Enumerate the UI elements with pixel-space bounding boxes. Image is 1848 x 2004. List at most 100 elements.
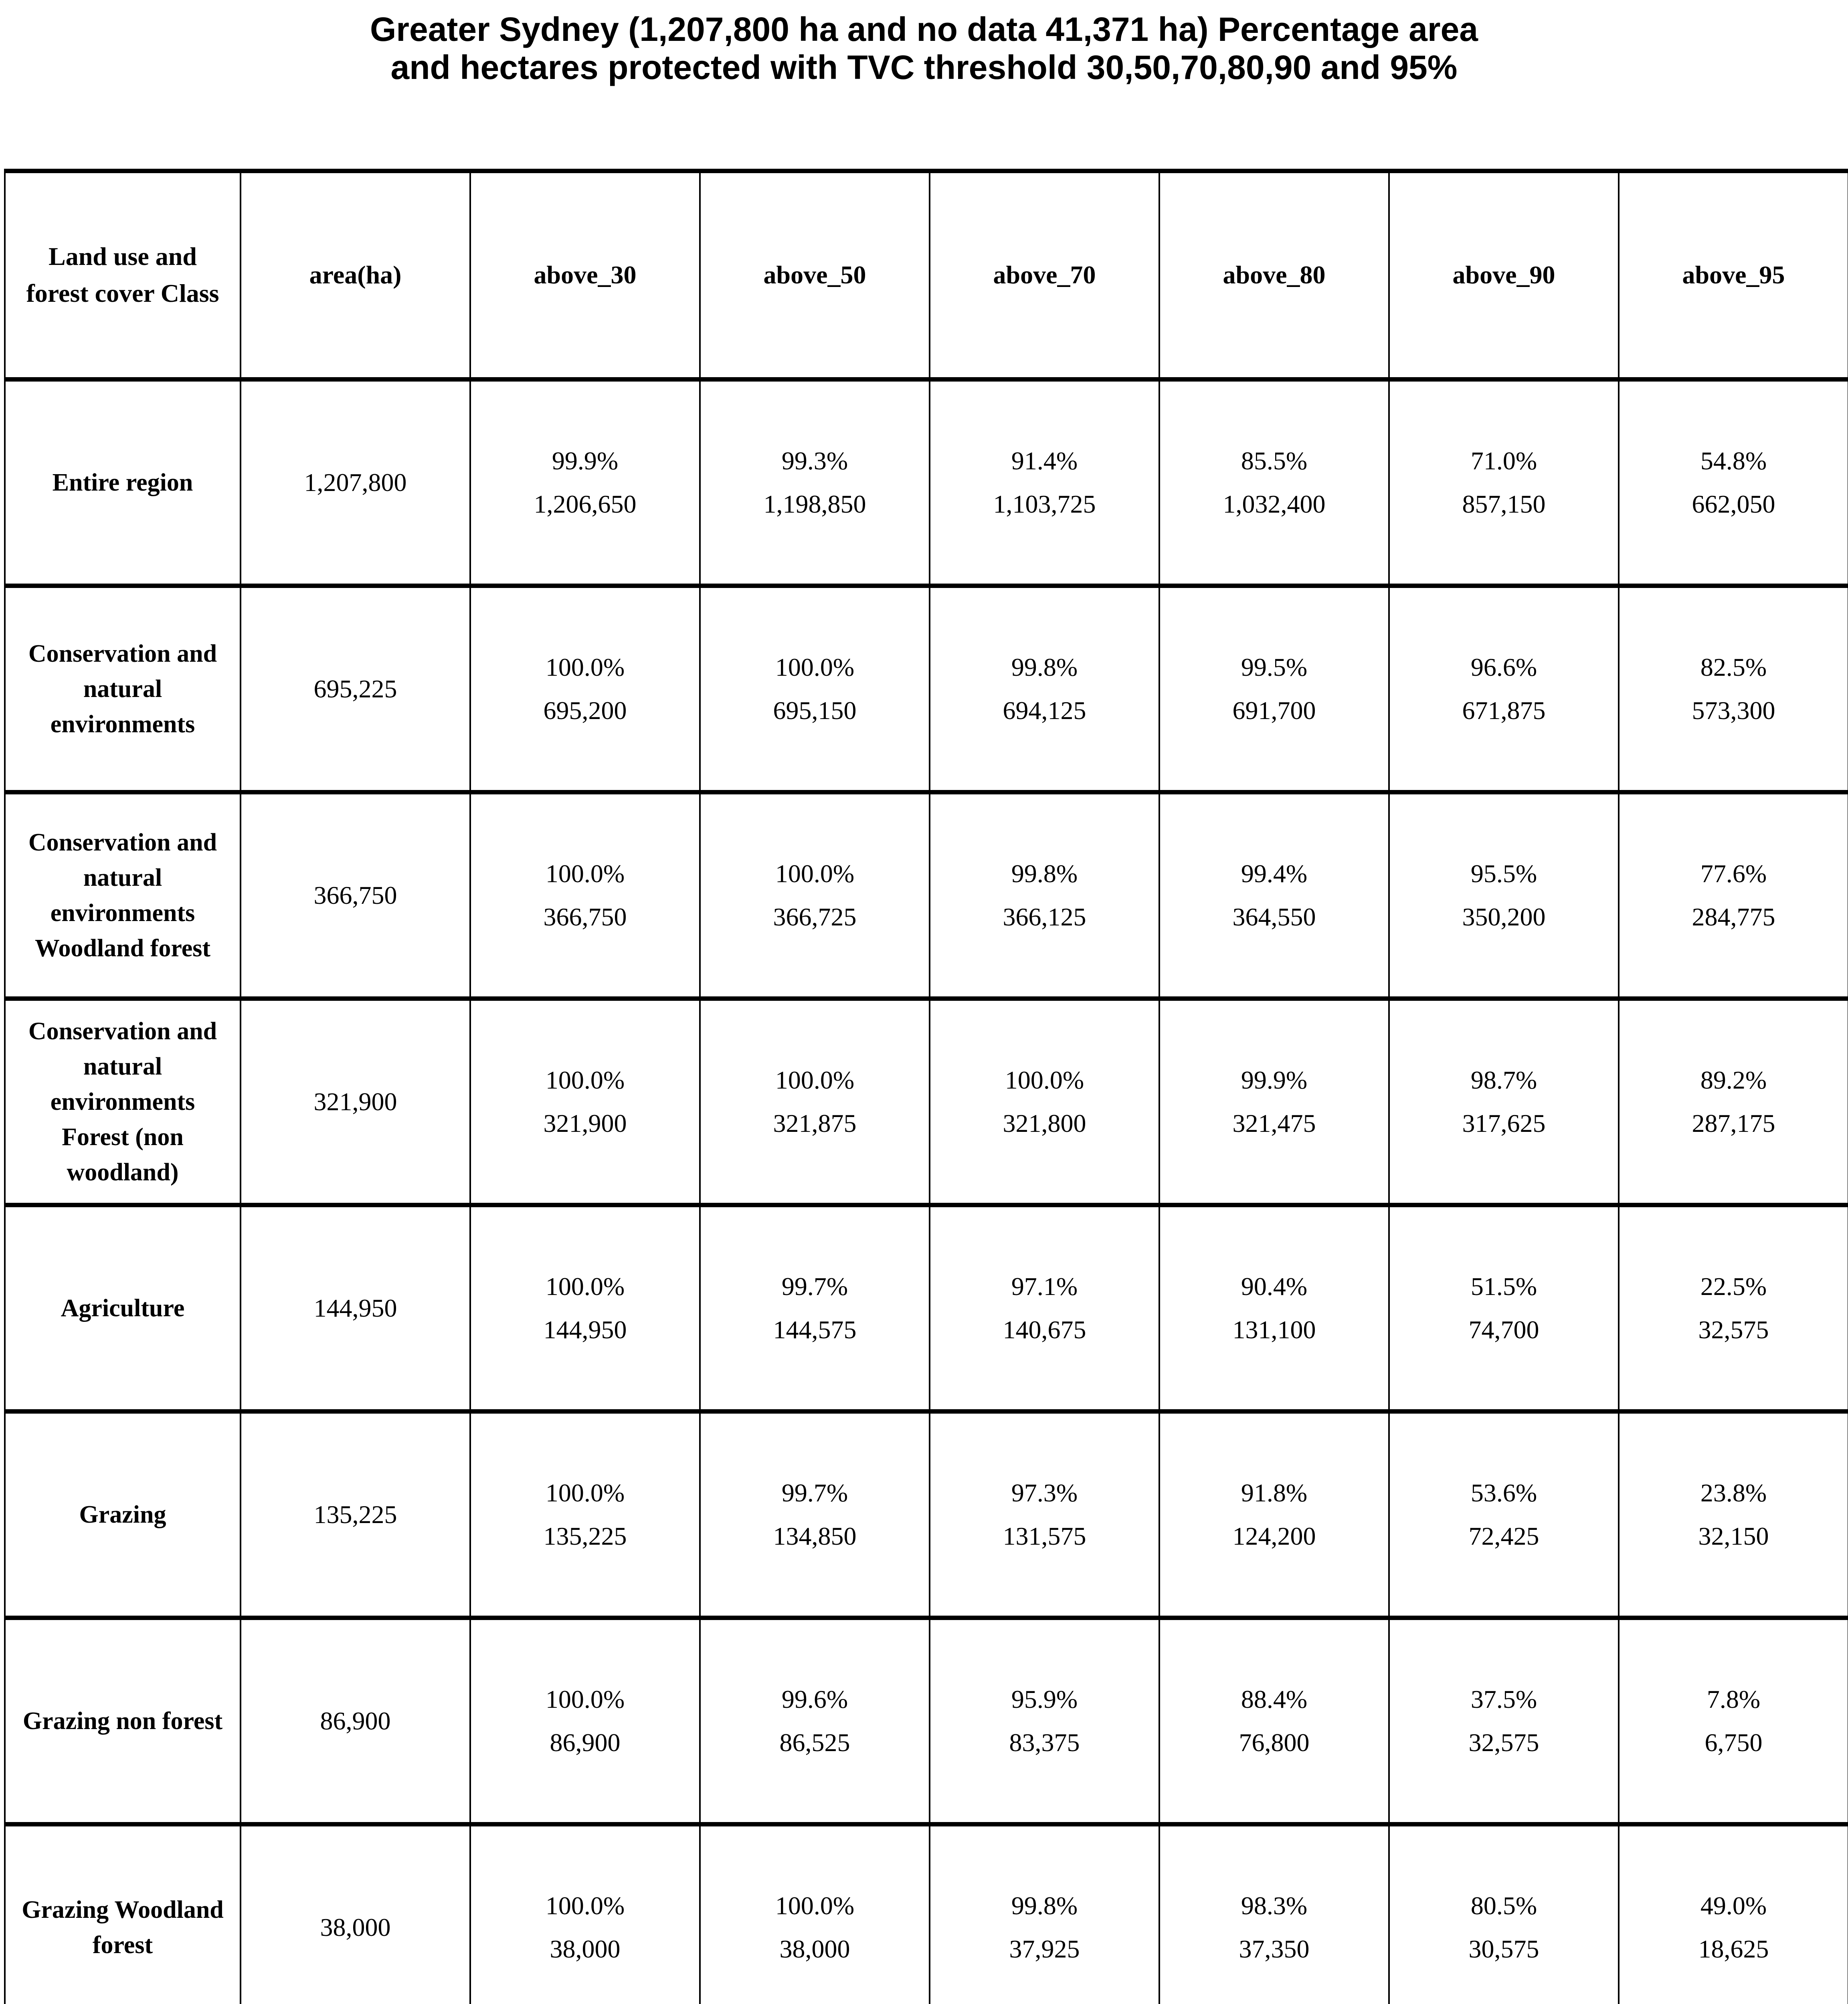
table-row: Conservation and natural environments 695… <box>4 583 1848 794</box>
percent-protected-value: 99.7% <box>781 1479 848 1507</box>
threshold-cell: 100.0% 321,875 <box>699 996 930 1207</box>
threshold-cell: 100.0% 366,750 <box>469 790 701 1001</box>
percent-protected-value: 100.0% <box>1005 1066 1084 1095</box>
col-header-above-50: above_50 <box>699 168 930 382</box>
area-ha-cell: 321,900 <box>240 996 471 1207</box>
threshold-cell: 22.5% 32,575 <box>1618 1202 1848 1414</box>
percent-protected-value: 98.3% <box>1241 1891 1308 1920</box>
threshold-cell: 100.0% 321,800 <box>929 996 1160 1207</box>
threshold-cell: 100.0% 38,000 <box>469 1822 701 2004</box>
threshold-cell: 100.0% 695,150 <box>699 583 930 794</box>
percent-protected-value: 82.5% <box>1700 653 1767 682</box>
threshold-cell: 96.6% 671,875 <box>1388 583 1620 794</box>
area-ha-cell: 1,207,800 <box>240 377 471 588</box>
hectares-protected-value: 32,575 <box>1468 1728 1539 1757</box>
hectares-protected-value: 350,200 <box>1462 902 1546 931</box>
col-header-above-80: above_80 <box>1159 168 1390 382</box>
percent-protected-value: 99.8% <box>1011 1891 1078 1920</box>
land-use-class-cell: Entire region <box>4 377 241 588</box>
percent-protected-value: 37.5% <box>1470 1685 1537 1714</box>
col-header-above-95: above_95 <box>1618 168 1848 382</box>
hectares-protected-value: 1,206,650 <box>534 489 637 518</box>
hectares-protected-value: 662,050 <box>1692 489 1775 518</box>
col-header-above-70: above_70 <box>929 168 1160 382</box>
percent-protected-value: 100.0% <box>545 1479 625 1507</box>
percent-protected-value: 99.4% <box>1241 859 1308 888</box>
percent-protected-value: 99.3% <box>781 446 848 475</box>
threshold-cell: 100.0% 321,900 <box>469 996 701 1207</box>
percent-protected-value: 99.6% <box>781 1685 848 1714</box>
hectares-protected-value: 83,375 <box>1009 1728 1080 1757</box>
threshold-cell: 100.0% 38,000 <box>699 1822 930 2004</box>
hectares-protected-value: 37,350 <box>1239 1934 1310 1963</box>
hectares-protected-value: 366,125 <box>1003 902 1086 931</box>
hectares-protected-value: 18,625 <box>1698 1934 1769 1963</box>
hectares-protected-value: 1,198,850 <box>763 489 866 518</box>
percent-protected-value: 99.7% <box>781 1272 848 1301</box>
threshold-cell: 99.3% 1,198,850 <box>699 377 930 588</box>
col-header-above-90: above_90 <box>1388 168 1620 382</box>
area-ha-cell: 86,900 <box>240 1615 471 1826</box>
percent-protected-value: 97.1% <box>1011 1272 1078 1301</box>
hectares-protected-value: 134,850 <box>773 1521 857 1550</box>
hectares-protected-value: 6,750 <box>1704 1728 1763 1757</box>
threshold-cell: 49.0% 18,625 <box>1618 1822 1848 2004</box>
area-ha-cell: 144,950 <box>240 1202 471 1414</box>
percent-protected-value: 100.0% <box>545 1066 625 1095</box>
threshold-cell: 99.7% 144,575 <box>699 1202 930 1414</box>
percent-protected-value: 100.0% <box>775 1891 855 1920</box>
hectares-protected-value: 32,575 <box>1698 1315 1769 1344</box>
hectares-protected-value: 131,575 <box>1003 1521 1086 1550</box>
percent-protected-value: 91.4% <box>1011 446 1078 475</box>
hectares-protected-value: 691,700 <box>1232 696 1316 725</box>
hectares-protected-value: 144,950 <box>543 1315 627 1344</box>
percent-protected-value: 100.0% <box>775 1066 855 1095</box>
land-use-class-cell: Grazing <box>4 1409 241 1620</box>
hectares-protected-value: 287,175 <box>1692 1109 1775 1137</box>
table-row: Agriculture 144,950 100.0% 144,950 99.7% 144,… <box>4 1202 1848 1414</box>
threshold-cell: 99.4% 364,550 <box>1159 790 1390 1001</box>
percent-protected-value: 22.5% <box>1700 1272 1767 1301</box>
tvc-threshold-table: Land use and forest cover Class area(ha)… <box>4 168 1848 2004</box>
percent-protected-value: 49.0% <box>1700 1891 1767 1920</box>
threshold-cell: 23.8% 32,150 <box>1618 1409 1848 1620</box>
percent-protected-value: 80.5% <box>1470 1891 1537 1920</box>
hectares-protected-value: 573,300 <box>1692 696 1775 725</box>
percent-protected-value: 7.8% <box>1706 1685 1761 1714</box>
hectares-protected-value: 366,750 <box>543 902 627 931</box>
hectares-protected-value: 30,575 <box>1468 1934 1539 1963</box>
threshold-cell: 99.8% 366,125 <box>929 790 1160 1001</box>
area-ha-cell: 366,750 <box>240 790 471 1001</box>
hectares-protected-value: 321,800 <box>1003 1109 1086 1137</box>
threshold-cell: 99.8% 694,125 <box>929 583 1160 794</box>
col-header-above-30: above_30 <box>469 168 701 382</box>
threshold-cell: 89.2% 287,175 <box>1618 996 1848 1207</box>
hectares-protected-value: 32,150 <box>1698 1521 1769 1550</box>
land-use-class-cell: Agriculture <box>4 1202 241 1414</box>
land-use-class-cell: Grazing Woodland forest <box>4 1822 241 2004</box>
percent-protected-value: 98.7% <box>1470 1066 1537 1095</box>
hectares-protected-value: 135,225 <box>543 1521 627 1550</box>
threshold-cell: 7.8% 6,750 <box>1618 1615 1848 1826</box>
hectares-protected-value: 695,200 <box>543 696 627 725</box>
percent-protected-value: 99.5% <box>1241 653 1308 682</box>
land-use-class-cell: Conservation and natural environments <box>4 583 241 794</box>
threshold-cell: 77.6% 284,775 <box>1618 790 1848 1001</box>
percent-protected-value: 100.0% <box>545 1272 625 1301</box>
percent-protected-value: 88.4% <box>1241 1685 1308 1714</box>
percent-protected-value: 89.2% <box>1700 1066 1767 1095</box>
table-row: Conservation and natural environments Fo… <box>4 996 1848 1207</box>
threshold-cell: 100.0% 86,900 <box>469 1615 701 1826</box>
threshold-cell: 100.0% 135,225 <box>469 1409 701 1620</box>
table-body: Entire region 1,207,800 99.9% 1,206,650 99.3… <box>4 377 1848 2004</box>
percent-protected-value: 71.0% <box>1470 446 1537 475</box>
percent-protected-value: 99.9% <box>1241 1066 1308 1095</box>
threshold-cell: 100.0% 144,950 <box>469 1202 701 1414</box>
threshold-cell: 97.3% 131,575 <box>929 1409 1160 1620</box>
area-ha-cell: 135,225 <box>240 1409 471 1620</box>
hectares-protected-value: 76,800 <box>1239 1728 1310 1757</box>
threshold-cell: 99.9% 321,475 <box>1159 996 1390 1207</box>
threshold-cell: 53.6% 72,425 <box>1388 1409 1620 1620</box>
table-row: Grazing Woodland forest 38,000 100.0% 38,00… <box>4 1822 1848 2004</box>
threshold-cell: 82.5% 573,300 <box>1618 583 1848 794</box>
